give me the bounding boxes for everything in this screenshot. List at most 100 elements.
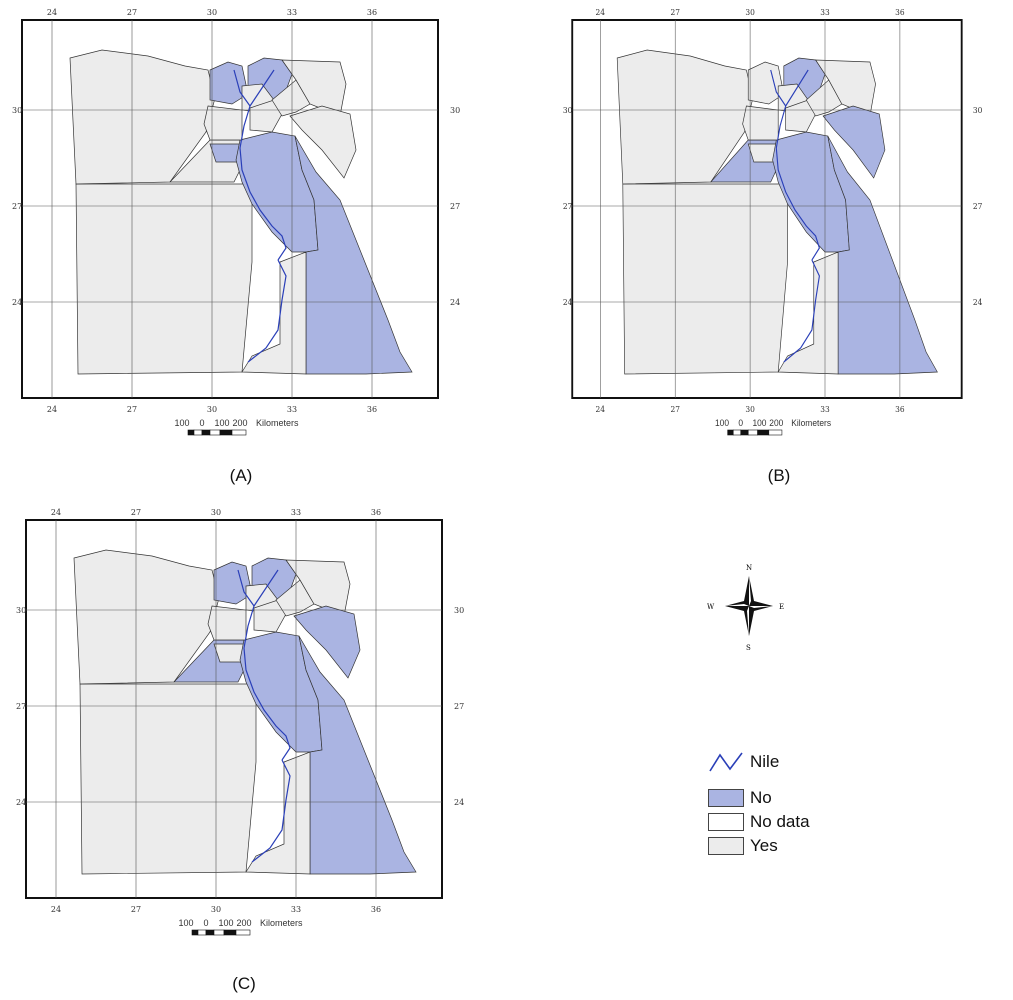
region-western-desert (622, 183, 788, 375)
legend-item-no: No (708, 788, 772, 808)
scale-bar: 100 0 100 200 Kilometers (174, 418, 299, 436)
scale-segment (191, 929, 199, 936)
nile-segment (251, 759, 291, 863)
nile-segment (247, 259, 287, 363)
legend-label-nile: Nile (750, 752, 780, 771)
nile-segment (233, 69, 251, 107)
tick-lon-top: 33 (291, 508, 301, 517)
region-giza-north (203, 105, 243, 141)
region-sinai-central (293, 605, 361, 679)
region-cairo (785, 99, 817, 133)
region-layer (69, 49, 413, 375)
nile-segment (775, 105, 821, 261)
tick-lon-bottom: 24 (596, 405, 606, 414)
scale-segment (235, 929, 251, 936)
scale-segment (213, 929, 225, 936)
nile-segment (783, 259, 820, 363)
panel-caption-a: (A) (229, 466, 253, 485)
tick-lon-bottom: 36 (367, 405, 377, 414)
tick-lat-right: 24 (454, 798, 464, 807)
region-aswan (245, 751, 311, 875)
legend-swatch-no (708, 789, 744, 807)
scale-label: 0 (738, 418, 743, 428)
region-layer (73, 549, 417, 875)
tick-lon-top: 24 (47, 8, 57, 17)
scale-label: 100 (214, 418, 229, 428)
region-red-sea (298, 635, 417, 875)
scale-segment (732, 429, 742, 436)
tick-lon-top: 36 (371, 508, 381, 517)
tick-lon-bottom: 27 (127, 405, 137, 414)
tick-lon-top: 27 (127, 8, 137, 17)
scale-segment (209, 429, 221, 436)
compass-w: W (707, 603, 715, 611)
nile-segment (249, 69, 275, 107)
scale-segment (747, 429, 758, 436)
scale-label: 200 (769, 418, 783, 428)
tick-lat-left: 30 (16, 606, 26, 615)
tick-lon-top: 33 (820, 8, 830, 17)
tick-lon-top: 30 (745, 8, 755, 17)
scale-label: 0 (199, 418, 204, 428)
scale-segment (757, 429, 770, 436)
tick-lon-bottom: 27 (131, 905, 141, 914)
region-western-desert (79, 683, 257, 875)
scale-unit: Kilometers (791, 418, 831, 428)
tick-lat-left: 24 (12, 298, 22, 307)
tick-lon-top: 30 (211, 508, 221, 517)
tick-lat-right: 24 (973, 298, 983, 307)
tick-lon-bottom: 30 (211, 905, 221, 914)
legend-item-yes: Yes (708, 836, 778, 856)
scale-segment (201, 429, 211, 436)
grid-layer (22, 20, 438, 398)
compass-e: E (779, 603, 784, 611)
tick-lat-right: 27 (450, 202, 460, 211)
scale-unit: Kilometers (256, 418, 299, 428)
scale-label: 0 (203, 918, 208, 928)
scale-label: 200 (236, 918, 251, 928)
tick-lon-top: 36 (367, 8, 377, 17)
region-red-sea (827, 135, 938, 375)
nile-river (770, 69, 821, 363)
map-panel-a: 24 24 27 27 30 30 33 33 36 36 30 30 27 27 24 24 100 0 100 2… (10, 0, 480, 440)
tick-lat-left: 30 (563, 106, 573, 115)
scale-segment (727, 429, 734, 436)
legend-item-nile: Nile (708, 752, 779, 772)
nile-segment (253, 569, 279, 607)
scale-label: 100 (752, 418, 766, 428)
scale-segment (187, 429, 195, 436)
tick-lon-top: 30 (207, 8, 217, 17)
tick-lon-bottom: 30 (745, 405, 755, 414)
grid-layer (26, 520, 442, 898)
scale-label: 100 (178, 918, 193, 928)
region-cairo (249, 99, 283, 133)
north-arrow-icon: N S E W (707, 564, 784, 652)
tick-lon-bottom: 24 (47, 405, 57, 414)
tick-lat-left: 24 (563, 298, 573, 307)
region-layer (616, 49, 938, 375)
legend-label-yes: Yes (750, 836, 778, 855)
nile-river (233, 69, 287, 363)
map-legend: Nile No No data Yes (708, 748, 858, 868)
region-sinai-central (289, 105, 357, 179)
grid-layer (572, 20, 962, 398)
nile-segment (237, 569, 255, 607)
tick-lon-bottom: 36 (895, 405, 905, 414)
tick-lon-bottom: 33 (291, 905, 301, 914)
tick-lat-left: 30 (12, 106, 22, 115)
region-giza-north (742, 105, 779, 141)
tick-lat-right: 27 (973, 202, 983, 211)
tick-lat-left: 27 (16, 702, 26, 711)
map-panel-b: 24 24 27 27 30 30 33 33 36 36 30 30 27 27 24 24 100 0 100 2… (561, 0, 1001, 440)
tick-lat-left: 27 (12, 202, 22, 211)
compass-n: N (746, 564, 752, 572)
tick-lon-top: 27 (670, 8, 680, 17)
scale-bar: 100 0 100 200 Kilometers (178, 918, 303, 936)
tick-lon-top: 27 (131, 508, 141, 517)
nile-line-icon (709, 752, 743, 772)
tick-lon-bottom: 24 (51, 905, 61, 914)
nile-segment (243, 605, 291, 761)
